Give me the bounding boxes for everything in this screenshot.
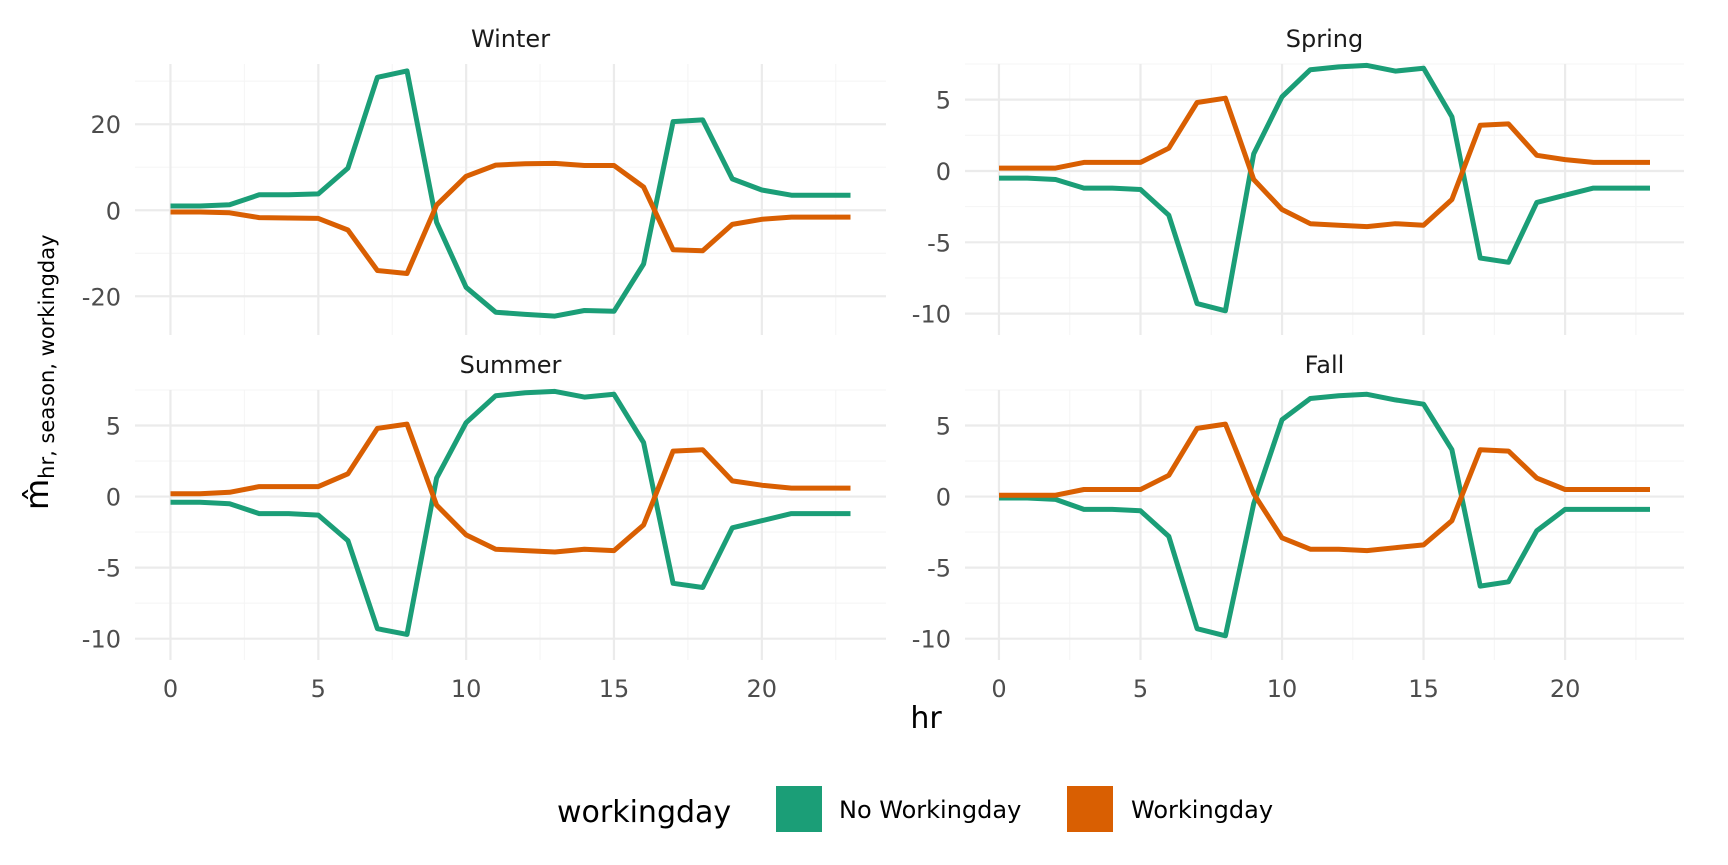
x-tick-label: 20: [747, 675, 778, 703]
x-tick-label: 10: [1267, 675, 1298, 703]
x-tick-label: 5: [311, 675, 326, 703]
svg-text:m̂hr, season, workingday: m̂hr, season, workingday: [18, 234, 59, 510]
y-tick-label: -5: [927, 229, 951, 257]
series-line-no-workingday: [999, 62, 1650, 314]
x-tick-label: 0: [991, 675, 1006, 703]
y-axis-title: m̂hr, season, workingday: [18, 234, 59, 510]
y-axis-title-main: m̂: [18, 479, 56, 510]
x-tick-label: 20: [1550, 675, 1581, 703]
x-tick-label: 15: [599, 675, 630, 703]
y-tick-label: 0: [106, 197, 121, 225]
panel-title-spring: Spring: [1286, 25, 1363, 53]
legend-key-workingday: [1067, 786, 1113, 832]
series-line-workingday: [999, 421, 1650, 554]
x-tick-label: 0: [163, 675, 178, 703]
y-tick-label: 5: [106, 413, 121, 441]
series-line-no-workingday: [170, 388, 851, 637]
y-tick-label: 20: [90, 111, 121, 139]
y-tick-label: 0: [936, 484, 951, 512]
series-line-no-workingday: [170, 68, 851, 319]
series-line-workingday: [170, 421, 851, 555]
y-axis-title-subscript: hr, season, workingday: [35, 234, 59, 478]
y-tick-label: 5: [936, 413, 951, 441]
x-axis-title: hr: [910, 701, 942, 736]
legend-title: workingday: [557, 795, 731, 830]
x-tick-label: 5: [1133, 675, 1148, 703]
panel-winter: Winter 20 0 -20: [82, 25, 886, 335]
legend-key-no-workingday: [776, 786, 822, 832]
y-tick-label: -20: [82, 283, 121, 311]
y-tick-label: -10: [912, 301, 951, 329]
panel-title-fall: Fall: [1305, 351, 1345, 379]
y-tick-label: -10: [82, 626, 121, 654]
legend: workingday No Workingday Workingday: [557, 786, 1273, 832]
panel-spring: Spring 5 0 -5 -10: [912, 25, 1684, 335]
legend-label-workingday: Workingday: [1131, 796, 1273, 824]
legend-label-no-workingday: No Workingday: [839, 796, 1021, 824]
panel-fall: Fall 5 0 -5 -10 0 5 10 15 20: [912, 351, 1684, 703]
y-tick-label: 5: [936, 87, 951, 115]
series-line-workingday: [170, 160, 851, 276]
y-tick-label: 0: [936, 158, 951, 186]
panel-title-winter: Winter: [471, 25, 550, 53]
panel-summer: Summer 5 0 -5 -10 0 5 10 15 20: [82, 351, 886, 703]
panels-layer: Winter 20 0 -20 Spring 5 0 -5 -10 Summer 5 0 -5 -10 0 5…: [82, 25, 1684, 703]
y-tick-label: 0: [106, 484, 121, 512]
panel-title-summer: Summer: [460, 351, 562, 379]
y-tick-label: -10: [912, 626, 951, 654]
x-tick-label: 15: [1408, 675, 1439, 703]
x-tick-label: 10: [451, 675, 482, 703]
y-tick-label: -5: [97, 555, 121, 583]
y-tick-label: -5: [927, 555, 951, 583]
series-line-no-workingday: [999, 391, 1650, 639]
series-line-workingday: [999, 95, 1650, 230]
